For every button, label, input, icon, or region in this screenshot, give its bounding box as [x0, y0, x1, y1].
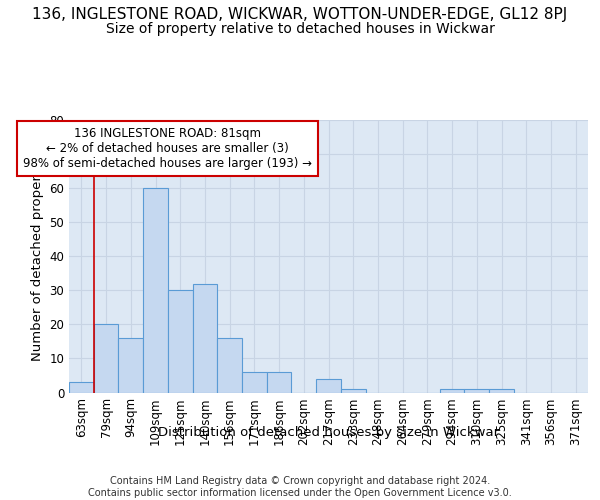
Bar [242, 372, 267, 392]
Bar [267, 372, 292, 392]
Text: Distribution of detached houses by size in Wickwar: Distribution of detached houses by size … [158, 426, 499, 439]
Bar [217, 338, 242, 392]
Text: Contains HM Land Registry data © Crown copyright and database right 2024.
Contai: Contains HM Land Registry data © Crown c… [88, 476, 512, 498]
Text: 136, INGLESTONE ROAD, WICKWAR, WOTTON-UNDER-EDGE, GL12 8PJ: 136, INGLESTONE ROAD, WICKWAR, WOTTON-UN… [32, 8, 568, 22]
Bar [193, 284, 217, 393]
Bar [168, 290, 193, 392]
Bar [341, 389, 365, 392]
Bar [118, 338, 143, 392]
Text: 136 INGLESTONE ROAD: 81sqm
← 2% of detached houses are smaller (3)
98% of semi-d: 136 INGLESTONE ROAD: 81sqm ← 2% of detac… [23, 127, 313, 170]
Bar [94, 324, 118, 392]
Text: Size of property relative to detached houses in Wickwar: Size of property relative to detached ho… [106, 22, 494, 36]
Bar [69, 382, 94, 392]
Bar [316, 379, 341, 392]
Bar [143, 188, 168, 392]
Bar [440, 389, 464, 392]
Bar [464, 389, 489, 392]
Y-axis label: Number of detached properties: Number of detached properties [31, 151, 44, 361]
Bar [489, 389, 514, 392]
